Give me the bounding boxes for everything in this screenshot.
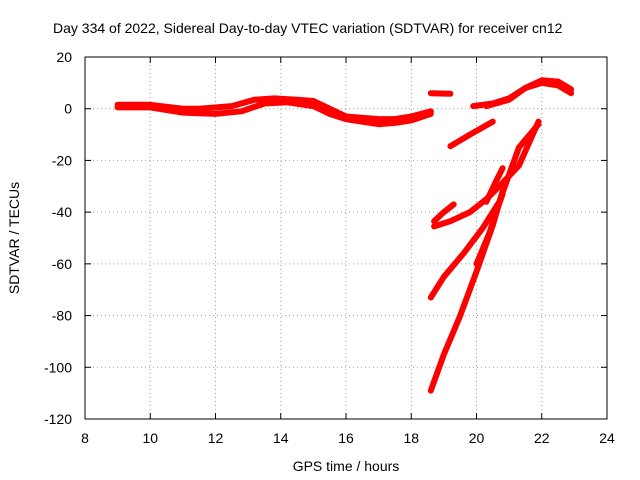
y-tick-label: -80: [52, 308, 72, 324]
y-tick-label: 0: [64, 101, 72, 117]
x-tick-label: 16: [338, 430, 354, 446]
series-arc-day-band-upper: [114, 95, 434, 123]
series-arc-short-19h: [427, 90, 454, 97]
y-tick-label: -20: [52, 152, 72, 168]
axis-ticks: 8 10 12 14 16 18 20 22 24 -120 -100 -80 -60 -40 -20 0 20: [44, 49, 615, 446]
series-arc-rising-upper-branch: [483, 165, 506, 205]
x-axis-label: GPS time / hours: [293, 458, 400, 474]
x-tick-label: 20: [469, 430, 485, 446]
series-arc-day-band-lower: [114, 99, 434, 128]
y-axis-label: SDTVAR / TECUs: [6, 182, 22, 294]
x-tick-label: 8: [81, 430, 89, 446]
y-tick-label: -120: [44, 411, 72, 427]
x-tick-label: 18: [403, 430, 419, 446]
x-tick-label: 14: [273, 430, 289, 446]
series-arc-evening-rise-lower: [483, 79, 575, 110]
y-tick-label: -60: [52, 256, 72, 272]
y-tick-label: -40: [52, 204, 72, 220]
series-arc-descending-short: [447, 118, 496, 150]
chart-title: Day 334 of 2022, Sidereal Day-to-day VTE…: [53, 20, 563, 36]
x-tick-label: 22: [534, 430, 550, 446]
series-arc-rising-lower-branch: [473, 191, 506, 267]
y-tick-label: 20: [56, 49, 72, 65]
x-tick-label: 24: [599, 430, 615, 446]
y-tick-label: -100: [44, 359, 72, 375]
series-arc-rising-mid: [427, 121, 542, 301]
series-arc-hook: [431, 201, 457, 225]
x-tick-label: 10: [142, 430, 158, 446]
data-series: [114, 77, 575, 394]
x-tick-label: 12: [208, 430, 224, 446]
